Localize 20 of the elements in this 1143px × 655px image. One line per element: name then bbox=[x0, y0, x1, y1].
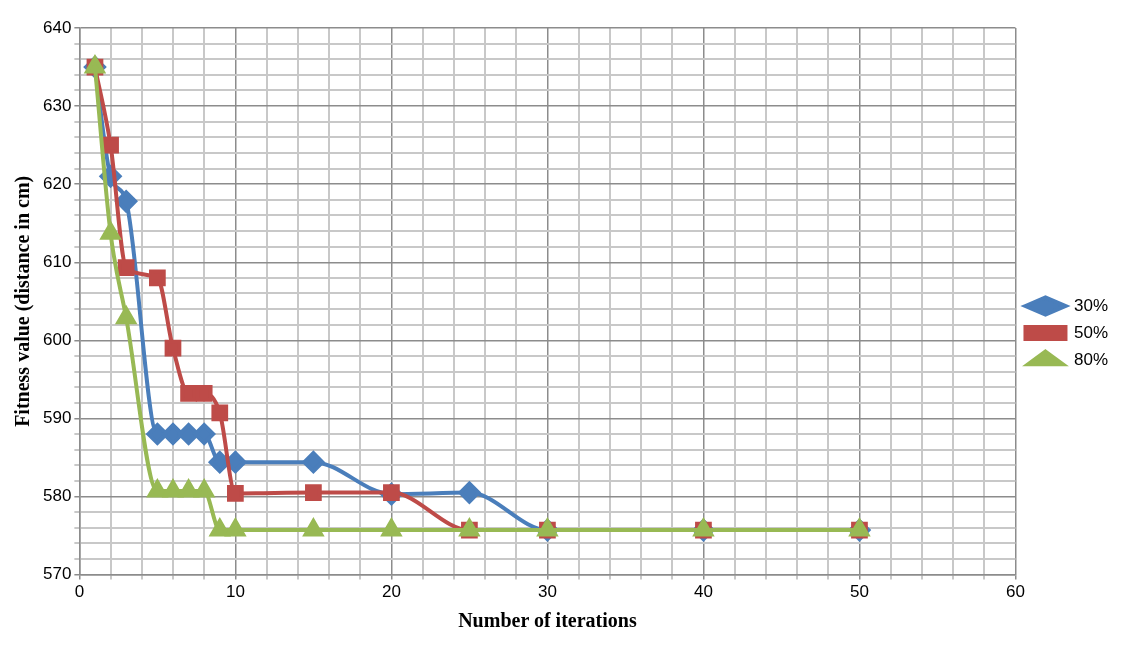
y-tick-label: 630 bbox=[42, 95, 72, 115]
legend-label: 50% bbox=[1073, 322, 1109, 342]
y-tick-label: 590 bbox=[42, 408, 72, 428]
y-tick-label: 580 bbox=[42, 486, 72, 506]
x-tick-label: 10 bbox=[225, 582, 245, 602]
y-tick-label: 620 bbox=[42, 173, 72, 193]
legend-label: 30% bbox=[1073, 295, 1109, 315]
x-tick-label: 40 bbox=[693, 582, 713, 602]
y-tick-label: 640 bbox=[42, 17, 72, 37]
x-tick-label: 20 bbox=[381, 582, 401, 602]
legend-label: 80% bbox=[1073, 349, 1109, 369]
y-tick-label: 600 bbox=[42, 330, 72, 350]
y-tick-label: 570 bbox=[42, 564, 72, 584]
x-tick-label: 60 bbox=[1006, 582, 1025, 602]
x-tick-label: 30 bbox=[537, 582, 557, 602]
y-tick-label: 610 bbox=[42, 251, 72, 271]
x-tick-label: 50 bbox=[850, 582, 869, 602]
x-axis-title: Number of iterations bbox=[458, 609, 637, 632]
x-tick-label: 0 bbox=[74, 582, 85, 602]
y-axis-title: Fitness value (distance in cm) bbox=[11, 175, 35, 427]
